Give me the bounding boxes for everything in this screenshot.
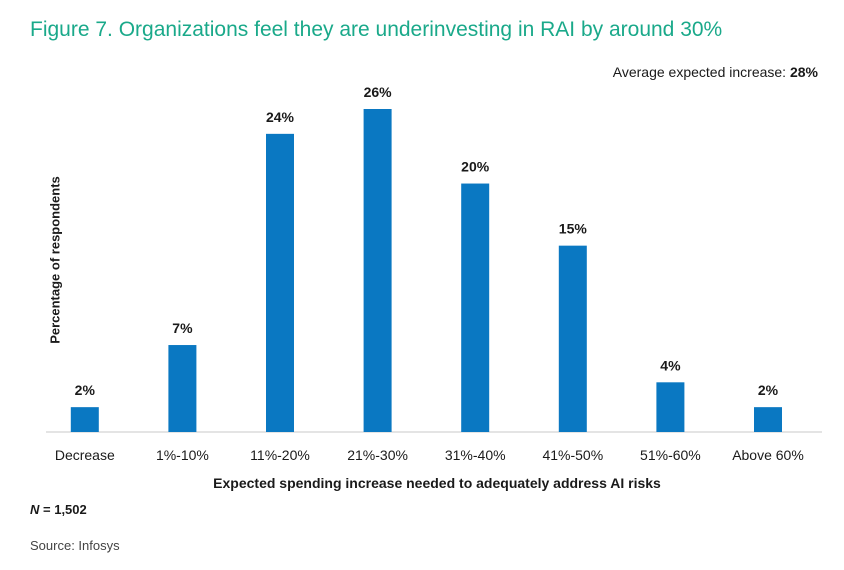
category-label-7: Above 60%: [732, 447, 804, 463]
category-label-3: 21%-30%: [347, 447, 408, 463]
bar-4: [461, 183, 490, 432]
bar-3: [363, 109, 392, 432]
value-label-0: 2%: [75, 382, 96, 398]
value-label-4: 20%: [461, 159, 490, 175]
value-label-2: 24%: [266, 109, 295, 125]
sample-size-value: = 1,502: [43, 502, 87, 517]
average-value: 28%: [789, 64, 818, 80]
category-label-2: 11%-20%: [250, 447, 310, 463]
chart-title: Figure 7. Organizations feel they are un…: [30, 18, 723, 41]
bar-5: [558, 245, 587, 432]
value-label-3: 26%: [364, 84, 393, 100]
source-note: Source: Infosys: [30, 538, 120, 553]
bar-6: [656, 382, 685, 432]
category-label-4: 31%-40%: [445, 447, 506, 463]
value-label-1: 7%: [172, 320, 193, 336]
category-label-0: Decrease: [55, 447, 115, 463]
category-label-5: 41%-50%: [542, 447, 603, 463]
bar-0: [70, 407, 99, 432]
value-label-6: 4%: [660, 357, 681, 373]
sample-size-label: N: [30, 502, 40, 517]
value-label-7: 2%: [758, 382, 779, 398]
bar-1: [168, 345, 197, 432]
average-annotation: Average expected increase: 28%: [613, 64, 818, 80]
bar-2: [266, 133, 294, 432]
value-label-5: 15%: [559, 221, 588, 237]
category-label-6: 51%-60%: [640, 447, 701, 463]
average-label: Average expected increase:: [612, 64, 787, 80]
bar-7: [754, 407, 782, 432]
category-label-1: 1%-10%: [156, 447, 209, 463]
x-axis-label: Expected spending increase needed to ade…: [213, 475, 661, 491]
sample-size: N = 1,502: [30, 502, 87, 517]
